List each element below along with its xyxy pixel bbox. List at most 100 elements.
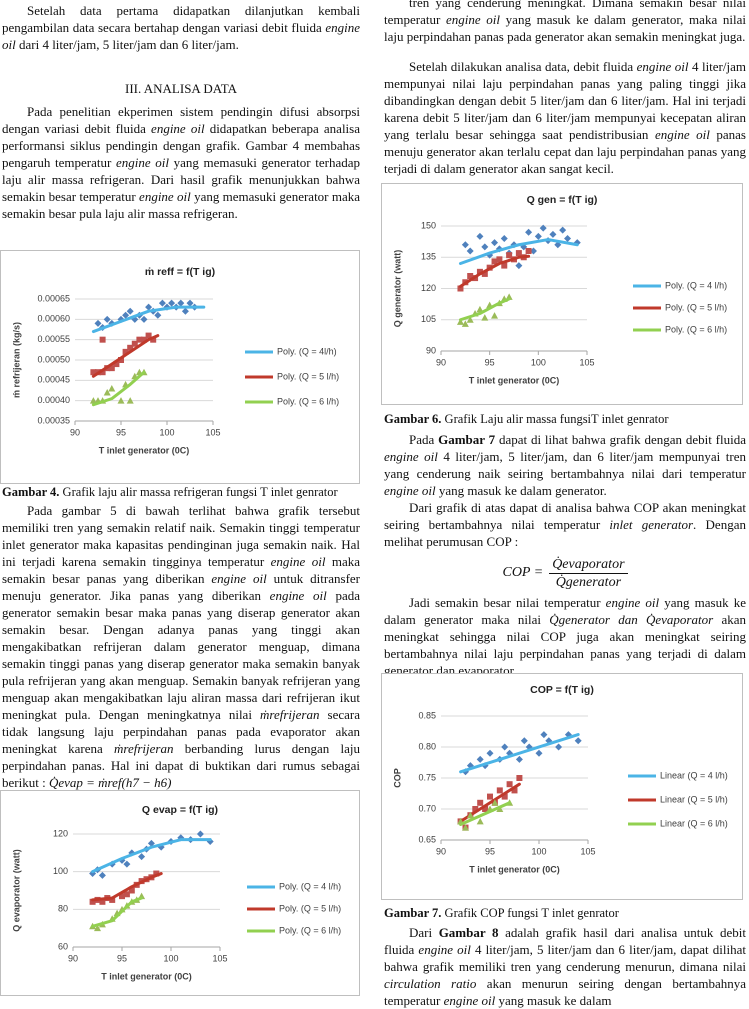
x-axis-label: T inlet generator (0C) [99, 445, 190, 455]
equation-lhs: COP = [502, 565, 544, 580]
data-point [108, 365, 115, 372]
data-point [525, 248, 532, 254]
data-point [108, 384, 116, 392]
data-point [153, 870, 160, 877]
bold-run: Gambar 4. [2, 485, 60, 499]
italic-run: inlet generator [609, 517, 694, 532]
data-point [98, 871, 106, 879]
text-run: maka semakin besar panas yang diberikan [2, 554, 360, 586]
chart-frame [0, 250, 360, 484]
x-tick-label: 105 [212, 953, 227, 963]
data-point [525, 743, 533, 751]
y-tick-label: 150 [421, 220, 436, 230]
y-tick-label: 0.00035 [37, 415, 70, 425]
trend-line [91, 334, 160, 378]
text-run: 4 liter/jam, 5 liter/jam, dan 6 liter/ja… [384, 449, 746, 481]
data-point [501, 262, 508, 269]
paragraph: Setelah dilakukan analisa data, debit fl… [384, 58, 746, 177]
text-run: Pada gambar 5 di bawah terlihat bahwa gr… [2, 503, 360, 569]
text-run: yang masuk ke dalam generator maka nilai [384, 595, 746, 627]
text-run: 4 liter/jam, 5 liter/jam dan 6 liter/jam… [384, 942, 746, 974]
x-tick-label: 90 [68, 953, 78, 963]
text-run: yang masuk ke dalam generator. [435, 483, 607, 498]
bold-run: Gambar 7. [384, 906, 442, 920]
data-point [141, 336, 147, 343]
data-point [535, 749, 543, 757]
legend-label: Poly. (Q = 5 l/h) [277, 371, 339, 381]
chart-title: COP = f(T ig) [530, 684, 594, 696]
text-run: . Dengan melihat perumusan COP : [384, 517, 746, 549]
data-point [89, 397, 97, 404]
data-point [128, 887, 135, 894]
data-point [147, 839, 155, 847]
data-point [136, 336, 143, 343]
italic-run: engine oil [443, 993, 496, 1008]
data-point [486, 749, 494, 757]
data-point [466, 247, 474, 255]
data-point [549, 230, 557, 238]
data-point [206, 838, 214, 846]
text-run: untuk ditransfer menuju generator. Jika … [2, 571, 360, 603]
x-tick-label: 105 [580, 846, 595, 856]
bold-run: Gambar 7 [438, 432, 496, 447]
text-run: adalah grafik hasil dari analisa untuk d… [384, 925, 746, 957]
italic-run: engine oil [384, 449, 438, 464]
data-point [472, 806, 479, 812]
chart-frame [0, 790, 360, 996]
y-tick-label: 0.00040 [37, 395, 70, 405]
text-run: pada generator semakin besar maka panas … [2, 588, 360, 722]
trend-line [91, 838, 212, 874]
data-point [482, 806, 489, 812]
data-point [109, 896, 116, 903]
data-point [168, 299, 176, 307]
bold-run: Gambar 6. [384, 412, 442, 426]
y-axis-label: ṁ refrijeran (kg/s) [11, 322, 21, 398]
text-run: Pada [409, 432, 439, 447]
chart-title: Q gen = f(T ig) [527, 194, 598, 206]
italic-run: engine oil [270, 554, 326, 569]
data-point [466, 811, 474, 819]
text-run: Setelah dilakukan analisa data, debit fl… [409, 59, 637, 74]
x-tick-label: 95 [485, 846, 495, 856]
italic-run: engine oil [654, 127, 710, 142]
paragraph: tren yang cenderung meningkat. Dimana se… [384, 0, 746, 45]
legend-label: Poly. (Q = 5 l/h) [665, 302, 727, 312]
chart: Q gen = f(T ig) 90 105 120 135 150 90 95 100 105 T… [381, 183, 743, 405]
italic-run: engine oil [605, 595, 660, 610]
data-point [491, 258, 498, 265]
data-point [123, 891, 130, 898]
x-axis-label: T inlet generator (0C) [101, 971, 192, 981]
data-point [145, 303, 153, 311]
section-heading: III. ANALISA DATA [125, 81, 237, 96]
trend-line [458, 297, 511, 322]
y-tick-label: 80 [58, 904, 68, 914]
x-tick-label: 90 [436, 846, 446, 856]
data-point [467, 273, 474, 279]
text-run: tren yang cenderung meningkat. Dimana se… [384, 0, 746, 27]
data-point [150, 336, 157, 343]
chart-frame [381, 673, 743, 900]
data-point [476, 755, 484, 763]
chart: COP = f(T ig) 0.65 0.70 0.75 0.80 0.85 90 95 100… [381, 673, 743, 900]
x-axis-label: T inlet generator (0C) [469, 864, 560, 874]
chart-title: Q evap = f(T ig) [142, 804, 218, 816]
data-point [500, 235, 508, 242]
data-point [487, 793, 493, 800]
data-point [515, 755, 523, 763]
data-point [501, 743, 509, 751]
data-point [461, 320, 469, 327]
paragraph: Setelah data pertama didapatkan dilanjut… [2, 2, 360, 53]
data-point [491, 799, 499, 806]
data-point [477, 799, 484, 806]
data-point [117, 397, 125, 404]
data-point [534, 232, 542, 240]
text-run: Grafik Laju alir massa fungsiT inlet gen… [441, 412, 669, 426]
denominator: Q̇generator [555, 574, 622, 590]
data-point [94, 319, 102, 327]
trend-line [458, 254, 531, 288]
text-run: panas menuju generator akan terlalu cepa… [384, 127, 746, 176]
trend-line [91, 370, 146, 407]
y-tick-label: 0.75 [418, 772, 436, 782]
legend-label: Linear (Q = 6 l/h) [660, 818, 728, 828]
